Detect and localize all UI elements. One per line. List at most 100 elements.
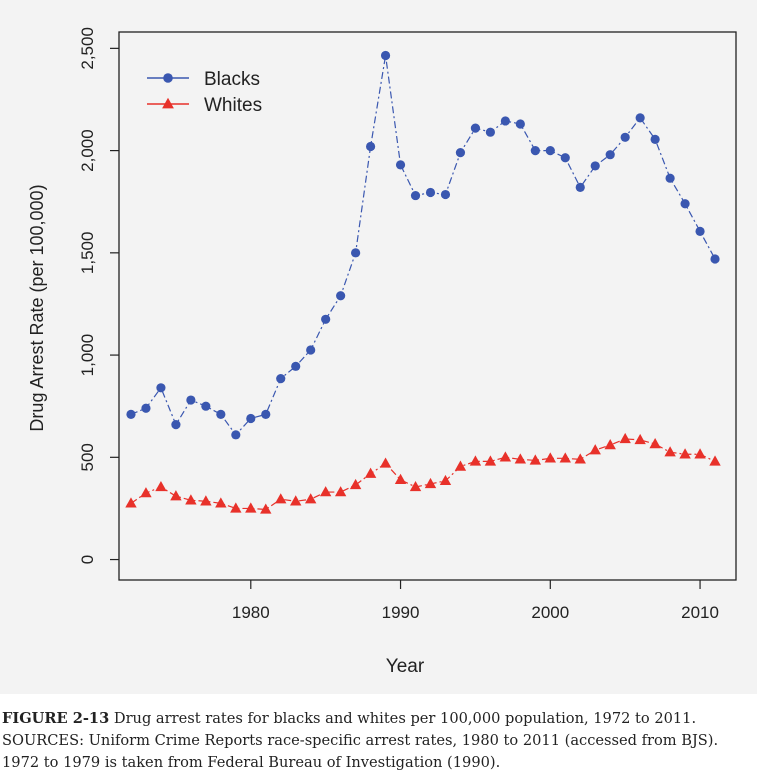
figure-caption: FIGURE 2-13 Drug arrest rates for blacks… bbox=[2, 708, 762, 774]
data-point-blacks bbox=[336, 291, 346, 301]
data-point-blacks bbox=[620, 132, 630, 142]
data-point-blacks bbox=[380, 50, 391, 61]
data-point-blacks bbox=[605, 150, 615, 160]
series-whites bbox=[125, 432, 721, 514]
legend-item-blacks: Blacks bbox=[147, 69, 260, 90]
data-point-whites bbox=[619, 432, 631, 444]
data-point-blacks bbox=[171, 419, 181, 430]
data-point-blacks bbox=[665, 173, 675, 183]
legend-item-whites: Whites bbox=[147, 95, 262, 116]
data-point-blacks bbox=[321, 314, 331, 324]
data-point-whites bbox=[170, 490, 182, 501]
x-axis-label: Year bbox=[386, 656, 425, 677]
chart-figure: 1980 1990 2000 2010 0 500 1,000 1,500 2,000 2,500… bbox=[0, 0, 757, 694]
data-point-blacks bbox=[560, 153, 570, 163]
y-tick-label: 0 bbox=[78, 555, 97, 564]
data-point-blacks bbox=[470, 123, 481, 133]
data-point-whites bbox=[454, 460, 467, 471]
data-point-whites bbox=[379, 457, 392, 468]
data-point-whites bbox=[319, 486, 332, 497]
x-tick-label: 1990 bbox=[382, 603, 420, 622]
data-point-blacks bbox=[231, 430, 241, 440]
caption-line-1: FIGURE 2-13 Drug arrest rates for blacks… bbox=[2, 708, 762, 730]
sources-line-2: 1972 to 1979 is taken from Federal Burea… bbox=[2, 754, 501, 771]
data-point-blacks bbox=[351, 248, 361, 258]
y-tick-label: 2,000 bbox=[78, 129, 97, 172]
data-point-whites bbox=[664, 446, 676, 457]
data-point-blacks bbox=[650, 134, 660, 144]
data-point-whites bbox=[709, 455, 721, 466]
data-point-blacks bbox=[695, 226, 705, 236]
data-point-blacks bbox=[545, 145, 555, 156]
data-point-whites bbox=[604, 439, 616, 450]
y-tick-label: 2,500 bbox=[78, 27, 97, 70]
data-point-whites bbox=[679, 448, 691, 459]
data-point-whites bbox=[484, 455, 497, 466]
y-axis-label: Drug Arrest Rate (per 100,000) bbox=[27, 184, 47, 431]
data-point-blacks bbox=[276, 373, 286, 384]
x-tick-label: 2010 bbox=[681, 603, 719, 622]
data-point-blacks bbox=[410, 190, 421, 201]
data-point-whites bbox=[185, 494, 197, 505]
data-point-whites bbox=[200, 495, 212, 506]
data-point-blacks bbox=[680, 199, 690, 209]
data-point-blacks bbox=[261, 409, 271, 419]
data-point-whites bbox=[215, 497, 227, 508]
figure-label: FIGURE 2-13 bbox=[2, 710, 110, 727]
series-line-blacks bbox=[130, 55, 716, 436]
data-point-whites bbox=[304, 493, 317, 504]
data-point-whites bbox=[469, 455, 482, 466]
data-point-whites bbox=[245, 502, 257, 513]
data-point-whites bbox=[334, 486, 347, 497]
legend-marker-whites bbox=[162, 97, 174, 109]
data-point-whites bbox=[230, 502, 242, 513]
data-point-blacks bbox=[530, 145, 540, 156]
data-point-whites bbox=[290, 495, 302, 506]
data-point-whites bbox=[544, 452, 557, 463]
series-line-whites bbox=[130, 438, 716, 511]
data-point-blacks bbox=[710, 254, 720, 264]
data-point-whites bbox=[260, 503, 272, 514]
sources-line-1: SOURCES: Uniform Crime Reports race-spec… bbox=[2, 732, 719, 749]
data-point-blacks bbox=[186, 395, 196, 405]
data-point-whites bbox=[514, 453, 527, 464]
data-point-blacks bbox=[291, 361, 301, 371]
series-blacks bbox=[126, 50, 720, 440]
plot-frame bbox=[118, 31, 737, 581]
data-point-blacks bbox=[141, 403, 151, 413]
data-point-blacks bbox=[156, 383, 166, 393]
data-point-whites bbox=[409, 480, 422, 492]
data-point-blacks bbox=[635, 113, 645, 123]
legend-label-whites: Whites bbox=[204, 95, 262, 116]
data-point-whites bbox=[634, 433, 646, 445]
data-point-whites bbox=[649, 438, 661, 449]
x-tick-label: 2000 bbox=[531, 603, 569, 622]
drug-arrest-line-chart: 1980 1990 2000 2010 0 500 1,000 1,500 2,000 2,500… bbox=[27, 27, 737, 677]
data-point-whites bbox=[559, 452, 571, 463]
data-point-blacks bbox=[440, 189, 451, 200]
data-point-blacks bbox=[515, 119, 525, 129]
data-point-whites bbox=[589, 444, 601, 455]
data-point-whites bbox=[349, 478, 362, 490]
data-point-whites bbox=[574, 453, 586, 464]
data-point-whites bbox=[140, 487, 152, 498]
data-point-blacks bbox=[485, 127, 495, 137]
data-point-whites bbox=[125, 497, 137, 508]
data-point-blacks bbox=[455, 148, 466, 158]
axes: 1980 1990 2000 2010 0 500 1,000 1,500 2,000 2,500 bbox=[78, 27, 719, 622]
legend: Blacks Whites bbox=[147, 69, 262, 116]
data-point-whites bbox=[424, 477, 437, 489]
x-tick-label: 1980 bbox=[232, 603, 270, 622]
data-point-whites bbox=[275, 493, 287, 504]
series-layer bbox=[125, 50, 721, 514]
data-point-blacks bbox=[216, 409, 226, 419]
data-point-blacks bbox=[126, 409, 136, 419]
data-point-blacks bbox=[425, 187, 436, 198]
data-point-whites bbox=[499, 451, 512, 462]
data-point-whites bbox=[394, 473, 407, 485]
data-point-whites bbox=[155, 480, 167, 492]
data-point-whites bbox=[364, 467, 377, 478]
data-point-whites bbox=[694, 448, 706, 459]
y-tick-label: 1,500 bbox=[78, 232, 97, 275]
caption-text: Drug arrest rates for blacks and whites … bbox=[109, 710, 697, 727]
